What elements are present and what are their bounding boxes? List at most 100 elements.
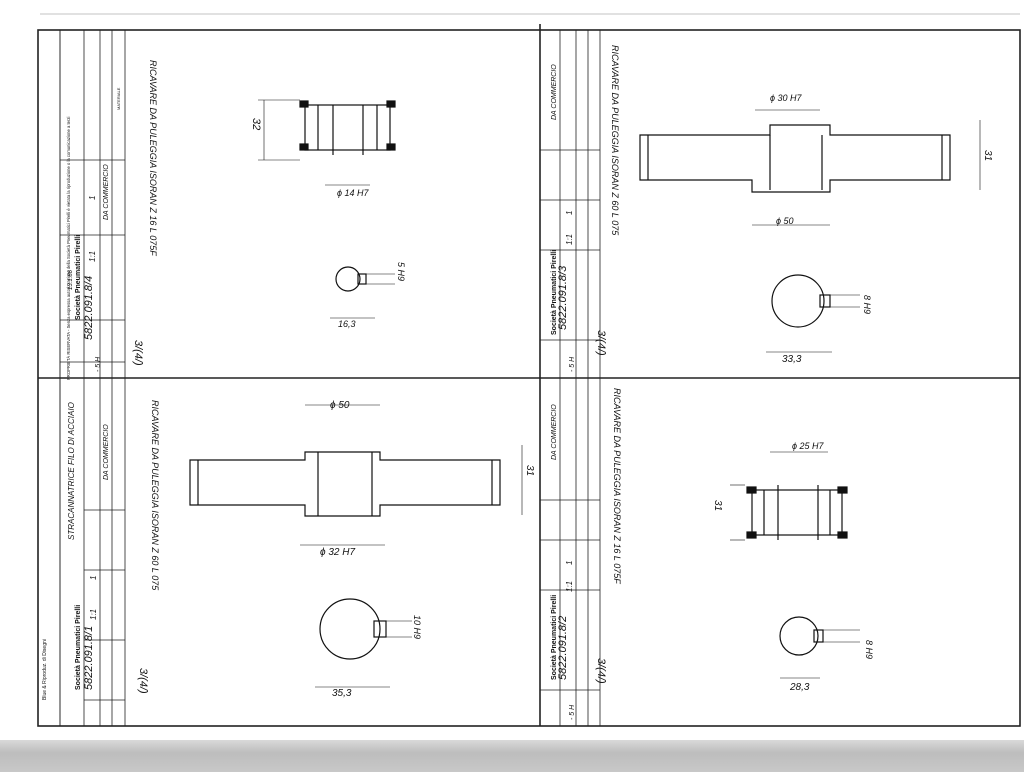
scale-value: 1:1 (565, 581, 574, 592)
dim-height: 32 (250, 118, 262, 130)
svg-text:3/(4/): 3/(4/) (132, 340, 144, 366)
instruction-text: RICAVARE DA PULEGGIA ISORAN Z 60 L 075 (610, 45, 620, 236)
scale-value: 1:1 (89, 609, 98, 620)
part-bottom-right-section (730, 451, 848, 541)
title-block-left (59, 29, 126, 727)
svg-text:8 H9: 8 H9 (864, 640, 874, 659)
company-name: Società Pneumatici Pirelli (75, 605, 82, 690)
pieces-mid-bottom: 1 (565, 561, 574, 565)
drawing-number: 5822.091.8/2 (557, 616, 569, 680)
copyright-group: PROPRIETÀ RISERVATA - Senza espressa aut… (66, 117, 71, 380)
instruction-text: RICAVARE DA PULEGGIA ISORAN Z 60 L 075 (150, 400, 160, 591)
dim-keyway: 10 H9 (412, 615, 422, 639)
svg-text:8 H9: 8 H9 (862, 295, 872, 314)
svg-text:3/(4/): 3/(4/) (137, 668, 149, 694)
svg-text:5 H9: 5 H9 (396, 262, 406, 281)
svg-text:3/(4/): 3/(4/) (595, 658, 607, 684)
archive-footer: Blue & Riproduz. di Disegni (42, 639, 48, 700)
revision-value: - 5 H (569, 704, 576, 720)
svg-text:32: 32 (250, 118, 262, 130)
scale-value: 1:1 (88, 251, 97, 262)
scale-left-top: 1:1 (88, 251, 97, 262)
pieces-left-bottom: 1 (89, 576, 98, 580)
company-left-top: Società Pneumatici Pirelli (75, 235, 82, 320)
dim-keyway-depth: 33,3 (782, 354, 802, 365)
drawing-number: 5822.091.8/4 (83, 276, 95, 340)
part-top-left-keyway (330, 266, 395, 319)
drawing-number: 5822.091.8/1 (83, 626, 95, 690)
headers-left-top: MATERIALE (116, 87, 121, 110)
part-top-left-section (258, 99, 396, 186)
material-text: DA COMMERCIO (103, 424, 110, 480)
instruction-bottom-left: RICAVARE DA PULEGGIA ISORAN Z 60 L 075 (150, 400, 160, 591)
part-top-right-section (639, 109, 981, 226)
drawing-no-mid-bottom: 5822.091.8/2 (557, 616, 569, 680)
company-mid-top: Società Pneumatici Pirelli (551, 250, 558, 335)
company-name: Società Pneumatici Pirelli (551, 595, 558, 680)
scale-mid-bottom: 1:1 (565, 581, 574, 592)
copyright-note: PROPRIETÀ RISERVATA - Senza espressa aut… (66, 117, 71, 380)
revision-mid-top: - 5 H (569, 356, 576, 372)
material-text: DA COMMERCIO (551, 64, 558, 120)
instruction-text: RICAVARE DA PULEGGIA ISORAN Z 16 L 075F (148, 60, 158, 256)
archive-code-group: Blue & Riproduz. di Disegni (42, 639, 48, 700)
pieces-value: 1 (565, 211, 574, 215)
instruction-bottom-right: RICAVARE DA PULEGGIA ISORAN Z 16 L 075F (612, 388, 622, 584)
finish-symbol-top-right: 3/(4/) (595, 330, 607, 356)
dim-bore: ϕ 25 H7 (792, 441, 825, 451)
drawing-no-mid-top: 5822.091.8/3 (557, 265, 569, 330)
svg-text:3/(4/): 3/(4/) (595, 330, 607, 356)
finish-symbol-top-left: 3/(4/) (132, 340, 144, 366)
drawing-no-left-bottom: 5822.091.8/1 (83, 626, 95, 690)
part-bottom-right-keyway (779, 616, 860, 679)
dim-keyway: 5 H9 (396, 262, 406, 281)
pieces-value: 1 (88, 196, 97, 200)
svg-text:10 H9: 10 H9 (412, 615, 422, 639)
svg-text:31: 31 (524, 465, 535, 476)
material-left-bottom: DA COMMERCIO (103, 424, 110, 480)
company-left-bottom: Società Pneumatici Pirelli (75, 605, 82, 690)
pieces-value: 1 (565, 561, 574, 565)
part-top-right-keyway (766, 274, 860, 353)
drawing-number: 5822.091.8/3 (557, 265, 569, 330)
finish-symbol-bottom-right: 3/(4/) (595, 658, 607, 684)
material-mid-bottom: DA COMMERCIO (551, 404, 558, 460)
signed-date: 13.1.86 (68, 269, 74, 290)
assembly-title: STRACANNATRICE FILO DI ACCIAIO (67, 402, 76, 540)
drawing-no-left-top: 5822.091.8/4 (83, 276, 95, 340)
dim-bore: ϕ 14 H7 (337, 188, 370, 198)
part-bottom-left-section (189, 404, 523, 546)
dim-height: 31 (982, 150, 993, 161)
assembly-title-group: STRACANNATRICE FILO DI ACCIAIO (67, 402, 76, 540)
dim-keyway-depth: 28,3 (789, 682, 810, 693)
pieces-value: 1 (89, 576, 98, 580)
part-bottom-left-keyway (315, 598, 412, 688)
dim-keyway-depth: 16,3 (338, 319, 356, 329)
material-text: DA COMMERCIO (551, 404, 558, 460)
dim-hub: ϕ 50 (330, 400, 350, 411)
material-left-top: DA COMMERCIO (103, 164, 110, 220)
company-name: Società Pneumatici Pirelli (551, 250, 558, 335)
scale-value: 1:1 (565, 234, 574, 245)
company-mid-bottom: Società Pneumatici Pirelli (551, 595, 558, 680)
finish-symbol-bottom-left: 3/(4/) (137, 668, 149, 694)
revision-mid-bottom: - 5 H (569, 704, 576, 720)
instruction-top-left: RICAVARE DA PULEGGIA ISORAN Z 16 L 075F (148, 60, 158, 256)
dim-height: 31 (524, 465, 535, 476)
revision-left-top: - 5 H (95, 356, 102, 372)
pieces-mid-top: 1 (565, 211, 574, 215)
instruction-text: RICAVARE DA PULEGGIA ISORAN Z 16 L 075F (612, 388, 622, 584)
revision-value: - 5 H (569, 356, 576, 372)
title-block-middle (539, 29, 601, 727)
material-mid-top: DA COMMERCIO (551, 64, 558, 120)
scanner-edge (0, 740, 1024, 772)
dim-keyway: 8 H9 (862, 295, 872, 314)
svg-text:31: 31 (982, 150, 993, 161)
company-name: Società Pneumatici Pirelli (75, 235, 82, 320)
header-material: MATERIALE (116, 87, 121, 110)
revision-value: - 5 H (95, 356, 102, 372)
scale-mid-top: 1:1 (565, 234, 574, 245)
dim-keyway: 8 H9 (864, 640, 874, 659)
